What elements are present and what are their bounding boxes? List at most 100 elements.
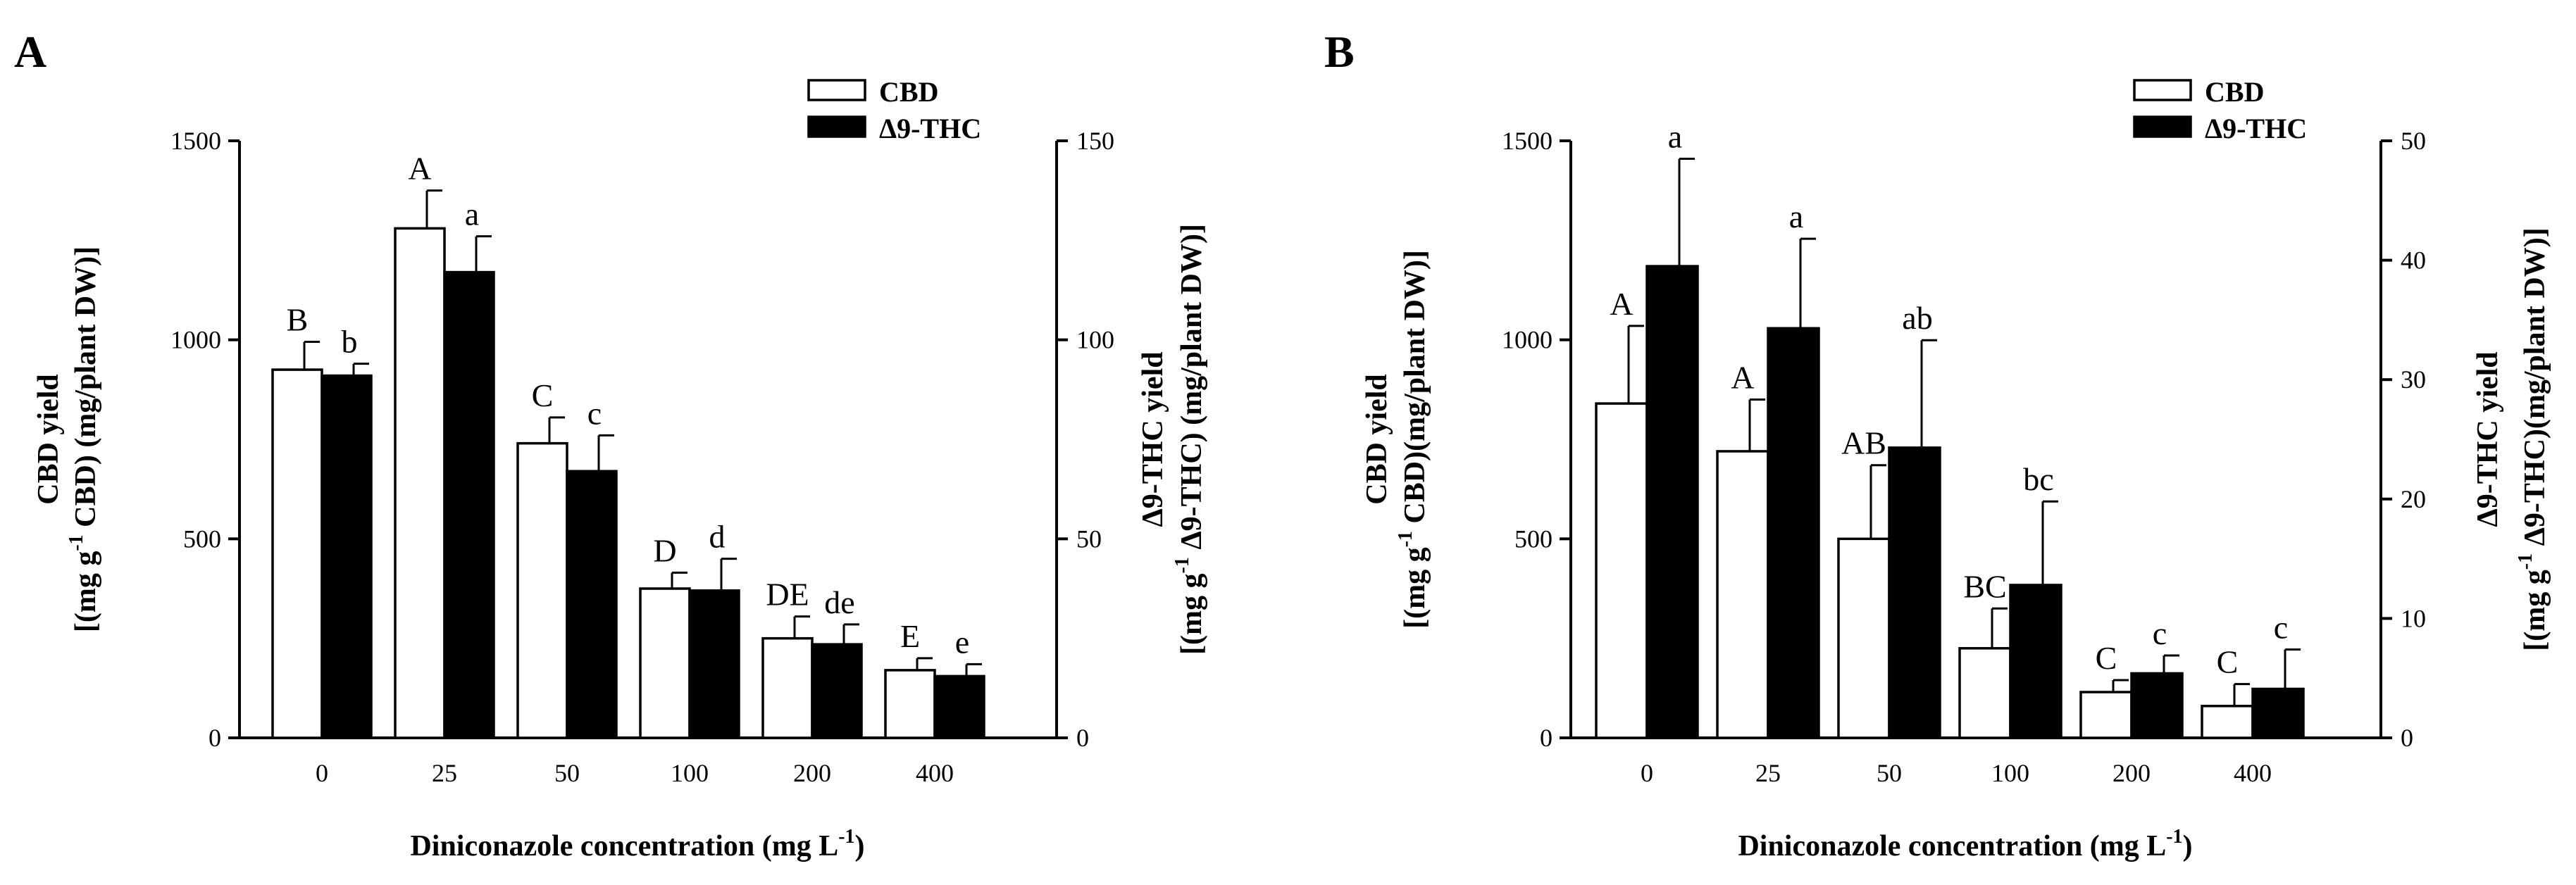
legend-thc-swatch [2133, 115, 2192, 138]
thc-significance-letter: c [2274, 609, 2288, 645]
right-y-tick-label: 150 [1076, 127, 1114, 155]
thc-bar [1645, 265, 1699, 739]
thc-bar [566, 470, 618, 739]
cbd-significance-letter: AB [1841, 425, 1886, 461]
legend-cbd-label: CBD [2205, 76, 2264, 108]
cbd-significance-letter: DE [766, 577, 809, 613]
cbd-significance-letter: A [1610, 286, 1633, 322]
cbd-significance-letter: A [408, 151, 431, 187]
thc-significance-letter: a [465, 196, 479, 232]
x-axis-title: Diniconazole concentration (mg L-1) [410, 826, 864, 862]
legend-cbd-swatch [807, 79, 866, 101]
x-tick-label: 400 [2234, 759, 2272, 787]
thc-bar [1767, 327, 1820, 739]
x-tick-label: 0 [1641, 759, 1653, 787]
cbd-significance-letter: C [2217, 644, 2239, 680]
left-y-axis-subtitle: [(mg g-1 CBD)(mg/plant DW)] [1395, 250, 1431, 629]
cbd-significance-letter: C [2096, 640, 2117, 676]
left-y-tick-label: 1500 [1502, 127, 1553, 155]
right-y-axis-subtitle: [(mg g-1 Δ9-THC) (mg/plant DW)] [1171, 224, 1208, 655]
left-y-axis-title: CBD yield [1361, 374, 1393, 505]
cbd-bar [2079, 691, 2133, 739]
cbd-bar [516, 441, 568, 739]
thc-bar [811, 643, 863, 739]
right-y-tick-label: 0 [2401, 724, 2413, 752]
cbd-significance-letter: B [287, 301, 309, 337]
left-y-axis-subtitle: [(mg g-1 CBD) (mg/plant DW)] [66, 246, 102, 632]
x-tick-label: 100 [1991, 759, 2029, 787]
x-tick-label: 100 [671, 759, 709, 787]
x-tick-label: 200 [2113, 759, 2151, 787]
cbd-significance-letter: D [653, 532, 676, 568]
cbd-bar [271, 368, 323, 739]
x-tick-label: 50 [1877, 759, 1902, 787]
right-y-tick-label: 10 [2401, 604, 2426, 632]
legend-thc-label: Δ9-THC [2205, 113, 2307, 144]
thc-significance-letter: a [1789, 199, 1803, 234]
thc-bar [688, 589, 740, 739]
thc-bar [2251, 687, 2305, 739]
x-tick-label: 50 [554, 759, 580, 787]
thc-significance-letter: ab [1902, 300, 1932, 336]
legend-cbd-swatch [2133, 79, 2192, 101]
right-y-tick-label: 20 [2401, 485, 2426, 513]
cbd-bar [1958, 647, 2012, 739]
left-y-tick-label: 1500 [170, 127, 221, 155]
cbd-bar [884, 669, 936, 739]
x-tick-label: 200 [793, 759, 831, 787]
left-y-tick-label: 0 [1540, 724, 1553, 752]
cbd-significance-letter: A [1731, 359, 1754, 395]
x-axis-title: Diniconazole concentration (mg L-1) [1738, 826, 2192, 862]
legend-thc-swatch [807, 115, 866, 138]
right-y-tick-label: 40 [2401, 246, 2426, 275]
cbd-significance-letter: E [900, 618, 920, 654]
left-y-tick-label: 500 [183, 525, 221, 553]
thc-bar [933, 674, 985, 739]
x-tick-label: 0 [316, 759, 328, 787]
right-y-tick-label: 30 [2401, 365, 2426, 394]
thc-significance-letter: bc [2023, 461, 2053, 497]
x-tick-label: 400 [916, 759, 954, 787]
right-y-tick-label: 50 [1076, 525, 1102, 553]
right-y-axis-title: Δ9-THC yield [2472, 351, 2504, 527]
right-y-tick-label: 0 [1076, 724, 1089, 752]
thc-significance-letter: c [2153, 615, 2167, 651]
left-y-tick-label: 0 [209, 724, 221, 752]
left-y-tick-label: 1000 [1502, 326, 1553, 354]
thc-bar [443, 270, 495, 739]
cbd-bar [1716, 450, 1769, 739]
cbd-significance-letter: BC [1963, 568, 2006, 604]
thc-bar [321, 374, 373, 739]
thc-significance-letter: d [709, 519, 726, 555]
thc-significance-letter: c [587, 395, 602, 431]
cbd-bar [639, 587, 691, 739]
right-y-tick-label: 50 [2401, 127, 2426, 155]
x-tick-label: 25 [432, 759, 457, 787]
x-tick-label: 25 [1755, 759, 1781, 787]
thc-significance-letter: b [342, 324, 358, 360]
cbd-bar [1837, 537, 1891, 739]
thc-significance-letter: de [824, 584, 854, 620]
chart-panel-b: B050010001500010203040500Aa25Aa50ABab100… [1324, 27, 2551, 862]
left-y-axis-title: CBD yield [32, 374, 65, 505]
right-y-axis-subtitle: [(mg g-1 Δ9-THC)(mg/plant DW)] [2515, 227, 2551, 651]
thc-significance-letter: e [955, 624, 969, 660]
cbd-bar [761, 636, 814, 739]
left-y-tick-label: 1000 [170, 326, 221, 354]
left-y-tick-label: 500 [1514, 525, 1553, 553]
thc-bar [2009, 584, 2062, 739]
panel-label: B [1324, 27, 1355, 77]
cbd-bar [394, 227, 446, 739]
right-y-tick-label: 100 [1076, 326, 1114, 354]
cbd-bar [1595, 402, 1648, 739]
panel-label: A [14, 27, 46, 77]
cbd-bar [2201, 705, 2254, 739]
thc-bar [2130, 672, 2184, 739]
right-y-axis-title: Δ9-THC yield [1137, 351, 1169, 527]
legend-thc-label: Δ9-THC [879, 113, 981, 144]
thc-significance-letter: a [1668, 118, 1682, 154]
thc-bar [1888, 446, 1941, 739]
legend-cbd-label: CBD [879, 76, 938, 108]
